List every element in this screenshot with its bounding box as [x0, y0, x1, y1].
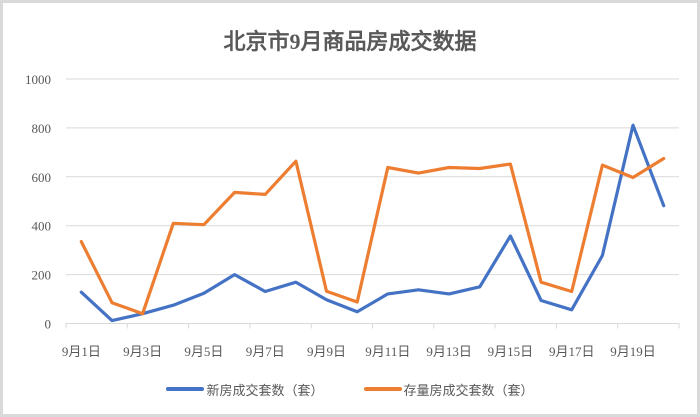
series-line-new	[79, 123, 666, 323]
y-tick-label: 600	[32, 170, 52, 185]
y-tick-label: 0	[45, 317, 52, 332]
series-line-resale	[79, 156, 666, 316]
y-tick-label: 1000	[25, 72, 51, 87]
x-tick-label: 9月9日	[307, 344, 346, 359]
x-tick-label: 9月7日	[246, 344, 285, 359]
legend: 新房成交套数（套） 存量房成交套数（套）	[0, 378, 700, 400]
legend-item-new: 新房成交套数（套）	[166, 380, 324, 399]
legend-line-orange-icon	[363, 387, 402, 391]
x-tick-label: 9月17日	[549, 344, 595, 359]
x-tick-label: 9月1日	[62, 344, 101, 359]
x-tick-label: 9月15日	[488, 344, 534, 359]
chart-title: 北京市9月商品房成交数据	[223, 29, 477, 54]
x-tick-label: 9月19日	[610, 344, 656, 359]
x-tick-label: 9月11日	[365, 344, 410, 359]
x-tick-label: 9月3日	[123, 344, 162, 359]
y-tick-label: 200	[32, 268, 52, 283]
legend-label-resale: 存量房成交套数（套）	[403, 382, 534, 398]
x-tick-label: 9月13日	[426, 344, 472, 359]
x-tick-label: 9月5日	[184, 344, 223, 359]
y-tick-label: 800	[32, 121, 52, 136]
y-tick-label: 400	[32, 219, 52, 234]
legend-label-new: 新房成交套数（套）	[206, 382, 324, 398]
legend-item-resale: 存量房成交套数（套）	[363, 380, 534, 399]
legend-line-blue-icon	[166, 387, 205, 391]
